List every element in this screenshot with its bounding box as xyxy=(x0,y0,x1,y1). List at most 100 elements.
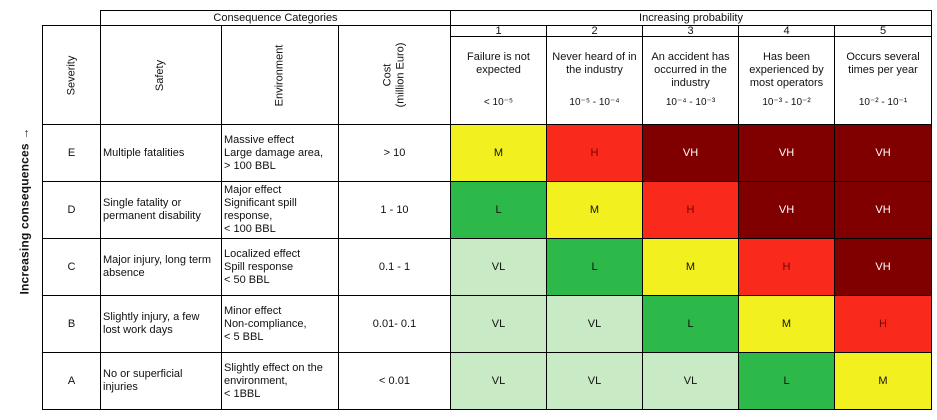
environment-line: Massive effect xyxy=(224,133,295,146)
cost-consequence: 1 - 10 xyxy=(338,181,451,239)
environment-consequence: Massive effect Large damage area, > 100 BB… xyxy=(221,124,339,182)
probability-number-4: 4 xyxy=(738,25,835,37)
cost-consequence: < 0.01 xyxy=(338,352,451,410)
risk-cell: VL xyxy=(546,352,643,410)
safety-header: Safety xyxy=(100,25,222,125)
risk-cell: VH xyxy=(834,181,932,239)
cost-header-line1: Cost xyxy=(381,63,394,87)
environment-header-text: Environment xyxy=(273,44,286,106)
probability-desc-5-text: Occurs several times per year xyxy=(846,51,920,76)
probability-number-1: 1 xyxy=(450,25,547,37)
risk-matrix-table: Consequence Categories Increasing probab… xyxy=(42,10,932,410)
risk-cell: VH xyxy=(834,124,932,182)
environment-line: Significant spill xyxy=(224,197,297,209)
safety-consequence: Multiple fatalities xyxy=(100,124,222,182)
environment-line: Large damage area, xyxy=(224,146,324,159)
safety-consequence: Single fatality or permanent disability xyxy=(100,181,222,239)
safety-consequence: Slightly injury, a few lost work days xyxy=(100,295,222,353)
matrix-body: E Multiple fatalities Massive effect Large … xyxy=(42,124,932,410)
environment-line: Slightly effect on the xyxy=(224,361,323,374)
probability-range-3: 10⁻⁴ - 10⁻³ xyxy=(665,97,716,108)
cost-header: Cost (million Euro) xyxy=(338,25,451,125)
risk-cell: VH xyxy=(738,181,835,239)
cost-consequence: 0.1 - 1 xyxy=(338,238,451,296)
risk-cell: VL xyxy=(450,238,547,296)
risk-cell: M xyxy=(738,295,835,353)
environment-consequence: Localized effect Spill response < 50 BBL xyxy=(221,238,339,296)
probability-range-5: 10⁻² - 10⁻¹ xyxy=(858,97,908,108)
severity-level: C xyxy=(42,238,101,296)
environment-line: Major effect xyxy=(224,184,282,196)
environment-line: Spill response xyxy=(224,260,294,273)
risk-cell: L xyxy=(642,295,739,353)
environment-line: Non-compliance, xyxy=(224,317,307,330)
safety-consequence: Major injury, long term absence xyxy=(100,238,222,296)
risk-cell: VL xyxy=(546,295,643,353)
risk-cell: VL xyxy=(450,295,547,353)
risk-cell: L xyxy=(450,181,547,239)
risk-cell: M xyxy=(642,238,739,296)
environment-line: > 100 BBL xyxy=(224,159,276,172)
side-label-text: Increasing consequences → xyxy=(18,127,32,295)
table-row: D Single fatality or permanent disability… xyxy=(42,181,932,239)
probability-desc-1: Failure is not expected < 10⁻⁵ xyxy=(450,36,547,125)
severity-level: D xyxy=(42,181,101,239)
risk-cell: M xyxy=(450,124,547,182)
probability-desc-2-text: Never heard of in the industry xyxy=(552,51,637,76)
environment-line: environment, xyxy=(224,374,288,387)
environment-line: < 5 BBL xyxy=(224,330,264,343)
risk-cell: VH xyxy=(834,238,932,296)
probability-range-4: 10⁻³ - 10⁻² xyxy=(762,97,811,108)
risk-cell: VL xyxy=(450,352,547,410)
risk-cell: M xyxy=(834,352,932,410)
cost-consequence: > 10 xyxy=(338,124,451,182)
probability-desc-4: Has been experienced by most operators 10… xyxy=(738,36,835,125)
safety-header-text: Safety xyxy=(154,59,167,91)
probability-range-1: < 10⁻⁵ xyxy=(483,97,514,108)
severity-level: A xyxy=(42,352,101,410)
corner-blank xyxy=(42,10,101,26)
cost-consequence: 0.01- 0.1 xyxy=(338,295,451,353)
table-row: E Multiple fatalities Massive effect Large … xyxy=(42,124,932,182)
probability-range-2: 10⁻⁵ - 10⁻⁴ xyxy=(569,97,620,108)
severity-header-text: Severity xyxy=(65,55,77,95)
probability-number-2: 2 xyxy=(546,25,643,37)
probability-number-5: 5 xyxy=(834,25,932,37)
risk-cell: VH xyxy=(642,124,739,182)
risk-cell: L xyxy=(546,238,643,296)
environment-line: < 1BBL xyxy=(224,387,261,400)
cost-header-text: Cost (million Euro) xyxy=(381,43,407,108)
risk-cell: VH xyxy=(738,124,835,182)
consequence-categories-header: Consequence Categories xyxy=(100,10,451,26)
probability-desc-3: An accident has occurred in the industry… xyxy=(642,36,739,125)
risk-cell: H xyxy=(546,124,643,182)
risk-cell: L xyxy=(738,352,835,410)
table-row: A No or superficial injuries Slightly effe… xyxy=(42,352,932,410)
probability-desc-3-text: An accident has occurred in the industry xyxy=(651,51,730,89)
table-row: C Major injury, long term absence Localize… xyxy=(42,238,932,296)
environment-header: Environment xyxy=(221,25,339,125)
safety-consequence: No or superficial injuries xyxy=(100,352,222,410)
environment-line: < 50 BBL xyxy=(224,273,270,286)
risk-cell: H xyxy=(738,238,835,296)
probability-desc-4-text: Has been experienced by most operators xyxy=(749,51,824,89)
environment-line: Localized effect xyxy=(224,247,301,260)
environment-consequence: Minor effect Non-compliance, < 5 BBL xyxy=(221,295,339,353)
probability-desc-1-text: Failure is not expected xyxy=(467,51,530,76)
cost-header-line2: (million Euro) xyxy=(394,42,407,108)
table-row: B Slightly injury, a few lost work days Mi… xyxy=(42,295,932,353)
severity-level: B xyxy=(42,295,101,353)
probability-number-3: 3 xyxy=(642,25,739,37)
increasing-probability-header: Increasing probability xyxy=(450,10,932,26)
severity-header: Severity xyxy=(42,25,101,125)
probability-desc-5: Occurs several times per year 10⁻² - 10⁻¹ xyxy=(834,36,932,125)
environment-line: response, xyxy=(224,210,273,222)
risk-cell: M xyxy=(546,181,643,239)
environment-line: < 100 BBL xyxy=(224,223,276,235)
environment-consequence: Slightly effect on the environment, < 1BBL xyxy=(221,352,339,410)
environment-line: Minor effect xyxy=(224,304,282,317)
environment-consequence: Major effect Significant spill response, < … xyxy=(221,181,339,239)
increasing-consequences-label: Increasing consequences → xyxy=(8,10,42,412)
risk-cell: H xyxy=(642,181,739,239)
